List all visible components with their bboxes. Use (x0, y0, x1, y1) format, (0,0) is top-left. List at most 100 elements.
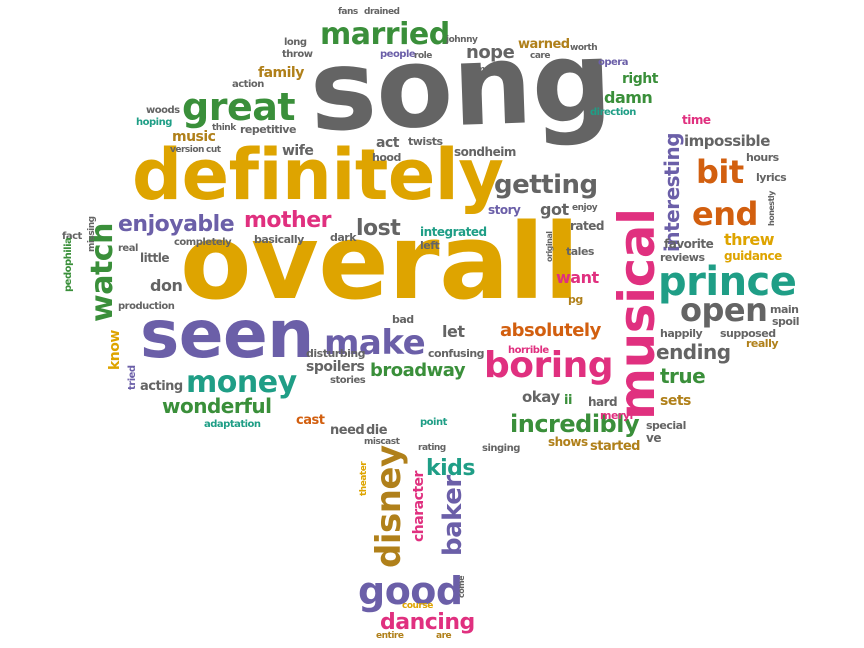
cloud-word: threw (724, 230, 775, 249)
cloud-word: acting (140, 379, 183, 394)
cloud-word: drained (364, 7, 400, 17)
cloud-word: rating (418, 443, 446, 453)
cloud-word: main (770, 303, 799, 316)
cloud-word: story (488, 203, 521, 217)
cloud-word: adaptation (204, 419, 261, 430)
cloud-word: production (118, 301, 175, 312)
cloud-word: spoil (772, 315, 800, 328)
cloud-word: action (232, 79, 264, 90)
cloud-word: nope (466, 42, 515, 63)
cloud-word: disturbing (306, 347, 366, 360)
cloud-word: theater (359, 461, 369, 496)
cloud-word: worth (570, 43, 598, 53)
cloud-word: come (457, 576, 466, 598)
cloud-word: impossible (684, 132, 770, 150)
cloud-word: miscast (364, 437, 400, 447)
cloud-word: rated (570, 219, 604, 233)
cloud-word: wife (282, 143, 314, 159)
cloud-word: dark (330, 231, 357, 244)
cloud-word: character (411, 471, 427, 542)
cloud-word: cast (296, 413, 325, 428)
cloud-word: role (414, 51, 432, 61)
cloud-word: family (258, 65, 304, 81)
cloud-word: ending (656, 340, 731, 364)
cloud-word: act (376, 135, 399, 151)
cloud-word: mother (244, 208, 332, 233)
cloud-word: open (680, 291, 768, 329)
cloud-word: point (420, 417, 447, 428)
cloud-word: long (284, 37, 307, 48)
cloud-word: honestly (767, 191, 776, 226)
cloud-word: started (590, 439, 640, 454)
cloud-word: woods (146, 105, 180, 116)
cloud-word: entire (376, 631, 404, 641)
cloud-word: baker (438, 475, 468, 556)
cloud-word: lost (356, 216, 401, 241)
cloud-word: course (402, 601, 433, 611)
cloud-word: people (380, 49, 416, 60)
cloud-word: great (182, 85, 296, 129)
cloud-word: dancing (380, 610, 475, 635)
cloud-word: time (682, 113, 711, 127)
cloud-word: okay (522, 388, 560, 406)
cloud-word: throw (282, 49, 313, 60)
cloud-word: spoilers (306, 359, 365, 375)
cloud-word: hoping (136, 117, 172, 128)
cloud-word: overall (180, 201, 580, 323)
cloud-word: supposed (720, 327, 776, 340)
cloud-word: don (150, 276, 183, 295)
cloud-word: shows (548, 435, 588, 449)
cloud-word: original (545, 231, 554, 263)
cloud-word: know (107, 330, 123, 370)
cloud-word: hours (746, 151, 779, 164)
cloud-word: johnny (446, 35, 478, 45)
cloud-word: incredibly (510, 410, 640, 438)
cloud-word: prince (658, 259, 797, 305)
cloud-word: musical (608, 208, 666, 420)
cloud-word: let (442, 322, 465, 341)
cloud-word: special (646, 419, 686, 432)
cloud-word: happily (660, 327, 703, 340)
cloud-word: missing (87, 216, 97, 252)
cloud-word: music (172, 129, 216, 145)
cloud-word: are (436, 631, 452, 641)
cloud-word: broadway (370, 360, 466, 381)
cloud-word: favorite (664, 237, 714, 251)
cloud-word: wonderful (162, 394, 272, 418)
cloud-word: right (622, 71, 658, 87)
cloud-word: care (530, 51, 550, 61)
cloud-word: hard (588, 395, 618, 409)
cloud-word: ve (646, 431, 661, 445)
cloud-word: got (540, 200, 569, 219)
cloud-word: damn (604, 88, 653, 107)
cloud-word: disney (369, 445, 409, 568)
cloud-word: fans (338, 7, 358, 17)
cloud-word: singing (482, 443, 520, 454)
cloud-word: kids (426, 456, 476, 481)
cloud-word: enjoy (572, 203, 598, 213)
cloud-word: version (170, 145, 204, 155)
cloud-word: true (660, 364, 706, 388)
cloud-word: definitely (132, 134, 504, 216)
cloud-word: good (358, 569, 463, 613)
cloud-word: enjoyable (118, 212, 235, 237)
cloud-word: really (746, 337, 779, 350)
cloud-word: pedophilia (63, 237, 74, 292)
cloud-word: left (420, 239, 440, 252)
cloud-word: moral (476, 65, 503, 75)
cloud-word: tales (566, 245, 594, 258)
cloud-word: married (320, 17, 450, 52)
cloud-word: little (140, 251, 169, 265)
cloud-word: boring (484, 345, 614, 386)
cloud-word: horrible (508, 345, 549, 356)
cloud-word: opera (598, 57, 629, 68)
cloud-word: ii (564, 393, 572, 408)
cloud-word: integrated (420, 225, 487, 239)
cloud-word: basically (254, 233, 304, 246)
cloud-word: seen (140, 296, 314, 373)
cloud-word: tried (127, 365, 138, 390)
cloud-word: need (330, 423, 365, 438)
cloud-word: die (366, 423, 388, 438)
cloud-word: stories (330, 375, 366, 386)
cloud-word: make (324, 323, 426, 363)
